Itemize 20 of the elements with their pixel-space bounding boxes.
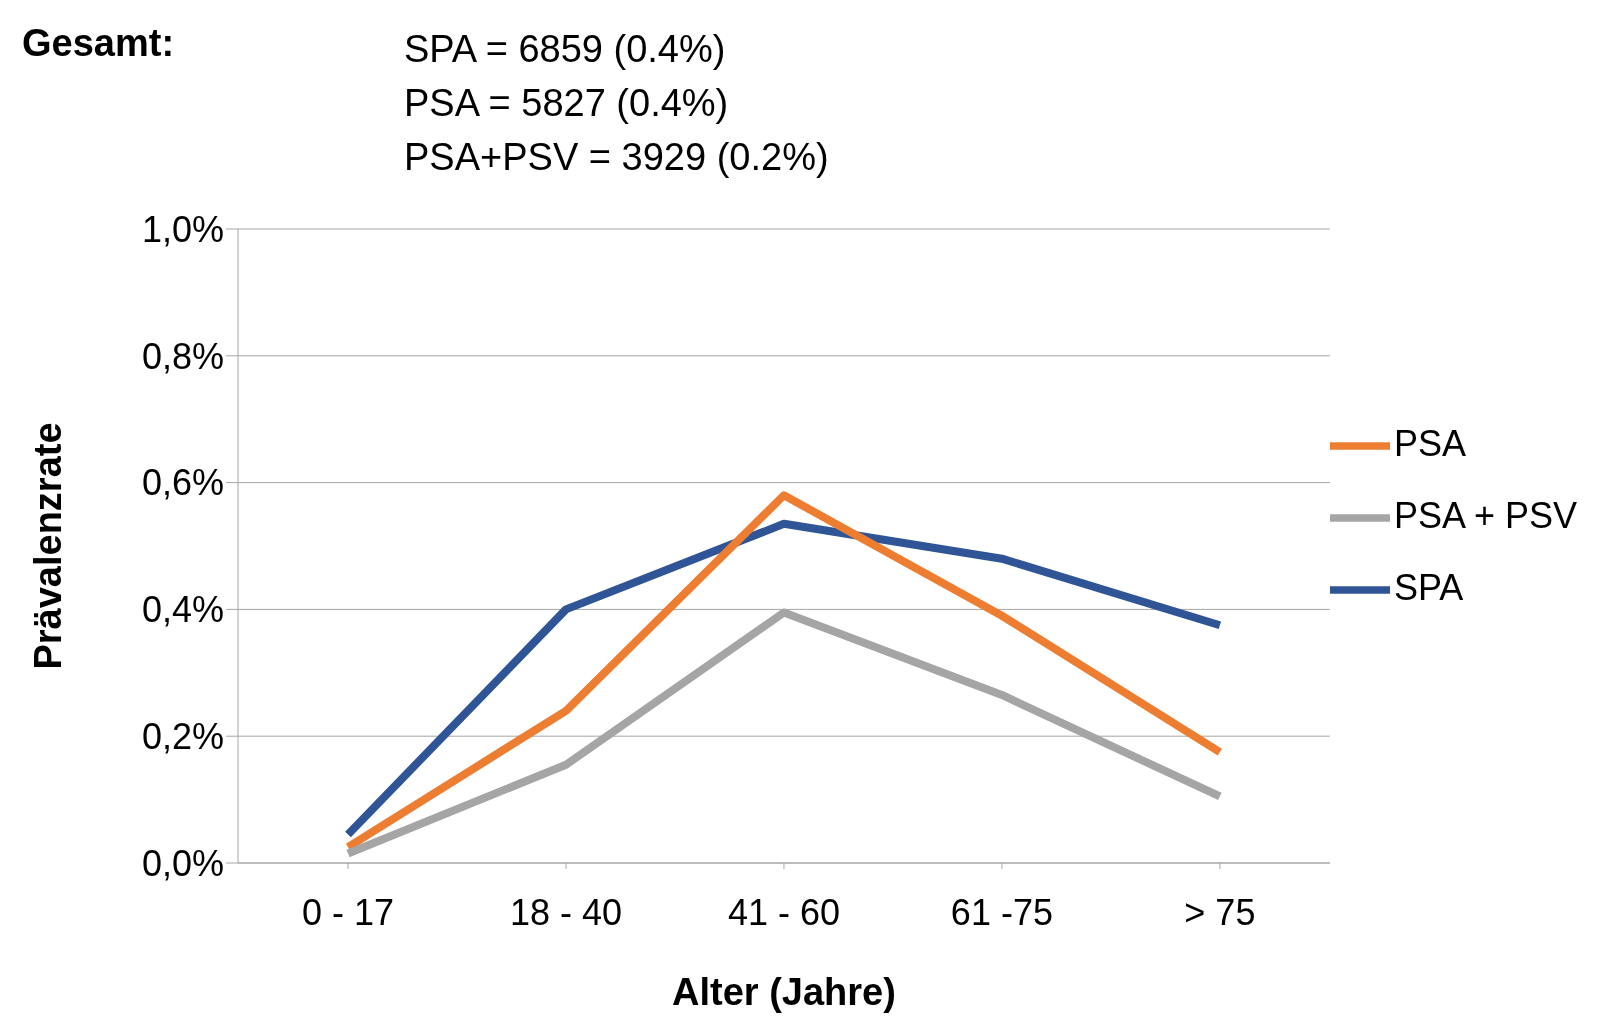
- y-tick-label: 0,4%: [141, 589, 224, 631]
- y-tick-label: 0,8%: [141, 335, 224, 377]
- text: SPA = 6859 (0.4%): [404, 27, 727, 72]
- x-axis-title: Alter (Jahre): [672, 971, 896, 1013]
- legend-label: SPA: [1393, 566, 1464, 608]
- y-tick-label: 0,6%: [141, 462, 224, 504]
- text: PSA+PSV = 3929 (0.2%): [404, 135, 829, 180]
- legend-label: PSA: [1393, 422, 1466, 464]
- legend-label: PSA + PSV: [1393, 494, 1577, 536]
- x-tick-label: 41 - 60: [727, 891, 840, 933]
- y-axis-title: Prävalenzrate: [27, 422, 70, 670]
- x-tick-label: > 75: [1184, 891, 1256, 933]
- y-tick-label: 1,0%: [141, 208, 224, 250]
- x-tick-label: 0 - 17: [301, 891, 395, 933]
- text: PSA = 5827 (0.4%): [404, 81, 730, 126]
- y-tick-label: 0,0%: [141, 842, 224, 884]
- text: Gesamt:: [22, 22, 175, 65]
- x-tick-label: 18 - 40: [509, 891, 623, 933]
- x-tick-label: 61 -75: [950, 891, 1053, 933]
- y-tick-label: 0,2%: [141, 715, 224, 757]
